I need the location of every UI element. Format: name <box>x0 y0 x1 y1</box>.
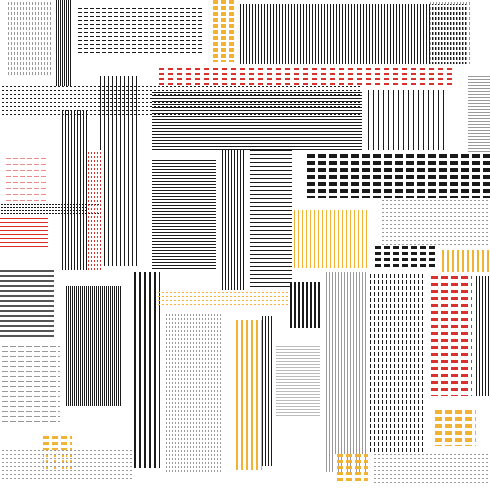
gray-dotted-bottom-right <box>372 454 490 484</box>
black-vertical-left-mid <box>62 110 88 270</box>
gray-fine-lower-mid <box>276 346 320 416</box>
black-dash-band-right <box>304 154 490 198</box>
black-stripe-top-right <box>240 4 466 64</box>
orange-cell-bottom-mid <box>334 454 368 484</box>
gray-dashed-column-block <box>8 0 52 76</box>
gray-dotted-bottom-left <box>0 450 132 480</box>
black-vertical-right-block <box>368 90 448 150</box>
red-fine-block <box>0 218 48 250</box>
black-dashed-right-column <box>370 272 426 452</box>
pink-dashed-block <box>4 158 48 202</box>
red-dotted-column <box>88 150 102 270</box>
black-cell-block <box>372 246 436 270</box>
orange-stripe-block <box>294 210 370 268</box>
orange-cell-column <box>210 0 236 62</box>
orange-thick-block <box>442 250 490 272</box>
red-cell-column <box>428 276 472 396</box>
orange-dotted-band <box>156 292 290 306</box>
gray-dashed-lower-left <box>0 346 60 424</box>
black-stripe-lower-mid <box>262 316 272 466</box>
black-stripe-column <box>56 0 72 86</box>
gray-dotted-mid-column <box>166 312 222 472</box>
gray-dashed-top-right <box>430 0 470 64</box>
black-vertical-block-lower <box>66 286 122 406</box>
black-thick-column <box>134 272 160 468</box>
gray-stripe-right-column <box>326 272 368 472</box>
orange-cell-bottom-right <box>432 410 476 446</box>
gray-fine-right-block <box>468 76 490 154</box>
black-fine-mid-column-2 <box>250 150 292 290</box>
red-dash-band <box>155 68 455 86</box>
gray-heavy-block <box>0 270 54 340</box>
black-dashed-top-band <box>76 8 204 54</box>
black-thick-block-lower <box>290 282 320 328</box>
black-stripe-far-right <box>476 276 490 396</box>
black-fine-block <box>152 92 362 150</box>
black-vertical-mid-column <box>222 150 246 290</box>
black-small-dash <box>0 204 100 214</box>
orange-dotted-column <box>236 320 262 470</box>
black-stripe-vertical-mid <box>100 76 140 266</box>
gray-dotted-right-block <box>380 200 490 246</box>
black-fine-mid-column <box>152 160 216 270</box>
